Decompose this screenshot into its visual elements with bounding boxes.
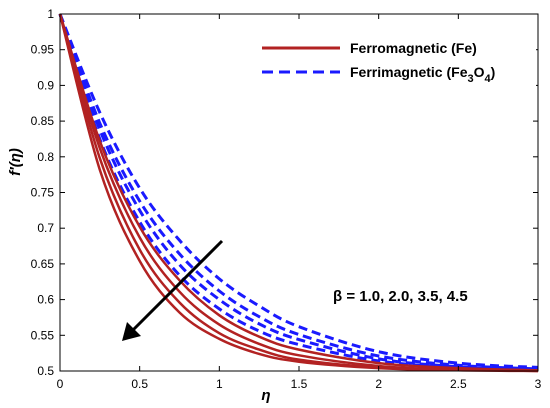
beta-arrow (122, 239, 224, 341)
y-tick-label: 0.85 (31, 114, 55, 128)
y-tick-label: 0.65 (31, 257, 55, 271)
x-tick-label: 1.5 (291, 377, 308, 391)
curves-layer (58, 13, 539, 373)
y-tick-label: 0.55 (31, 328, 55, 342)
y-tick-label: 0.6 (37, 293, 54, 307)
arrow-shaft (130, 239, 224, 333)
series-line-ferromagnetic-beta-4-5 (58, 13, 539, 373)
arrow-head (122, 322, 141, 341)
y-tick-label: 0.9 (37, 78, 54, 92)
legend-ferri-main: Ferrimagnetic (Fe (350, 64, 468, 80)
beta-annotation: β = 1.0, 2.0, 3.5, 4.5 (333, 288, 468, 305)
x-tick-label: 0.5 (131, 377, 148, 391)
y-tick-label: 0.5 (37, 364, 54, 378)
y-tick-label: 0.7 (37, 221, 54, 235)
legend-ferri-sub1: 3 (467, 73, 473, 85)
series-line-ferrimagnetic-beta-2-0 (58, 13, 539, 371)
legend-ferri-mid: O (474, 64, 485, 80)
legend-ferri-sub2: 4 (485, 73, 492, 85)
y-ticks: 0.5 0.55 0.6 0.65 0.7 0.75 0.8 0.85 0.9 0.95 1 (31, 7, 538, 378)
legend-box (256, 30, 536, 86)
y-tick-label: 0.95 (31, 43, 55, 57)
legend-ferri-close: ) (491, 64, 496, 80)
x-tick-label: 0 (57, 377, 64, 391)
x-tick-label: 2.5 (450, 377, 467, 391)
x-ticks: 0 0.5 1 1.5 2 2.5 3 (57, 14, 542, 391)
x-axis-label: η (261, 387, 270, 404)
series-line-ferrimagnetic-beta-3-5 (58, 13, 539, 372)
legend-label-ferrimagnetic: Ferrimagnetic (Fe3O4) (350, 64, 495, 85)
series-line-ferromagnetic-beta-1-0 (58, 13, 539, 372)
x-tick-label: 1 (216, 377, 223, 391)
x-tick-label: 2 (375, 377, 382, 391)
y-tick-label: 0.8 (37, 150, 54, 164)
x-tick-label: 3 (535, 377, 542, 391)
legend-label-ferromagnetic: Ferromagnetic (Fe) (350, 40, 477, 56)
y-tick-label: 0.75 (31, 186, 55, 200)
series-line-ferrimagnetic-beta-1-0 (58, 13, 539, 369)
y-axis-label: f′(η) (7, 148, 24, 176)
legend: Ferromagnetic (Fe) Ferrimagnetic (Fe3O4) (256, 30, 536, 86)
y-tick-label: 1 (47, 7, 54, 21)
